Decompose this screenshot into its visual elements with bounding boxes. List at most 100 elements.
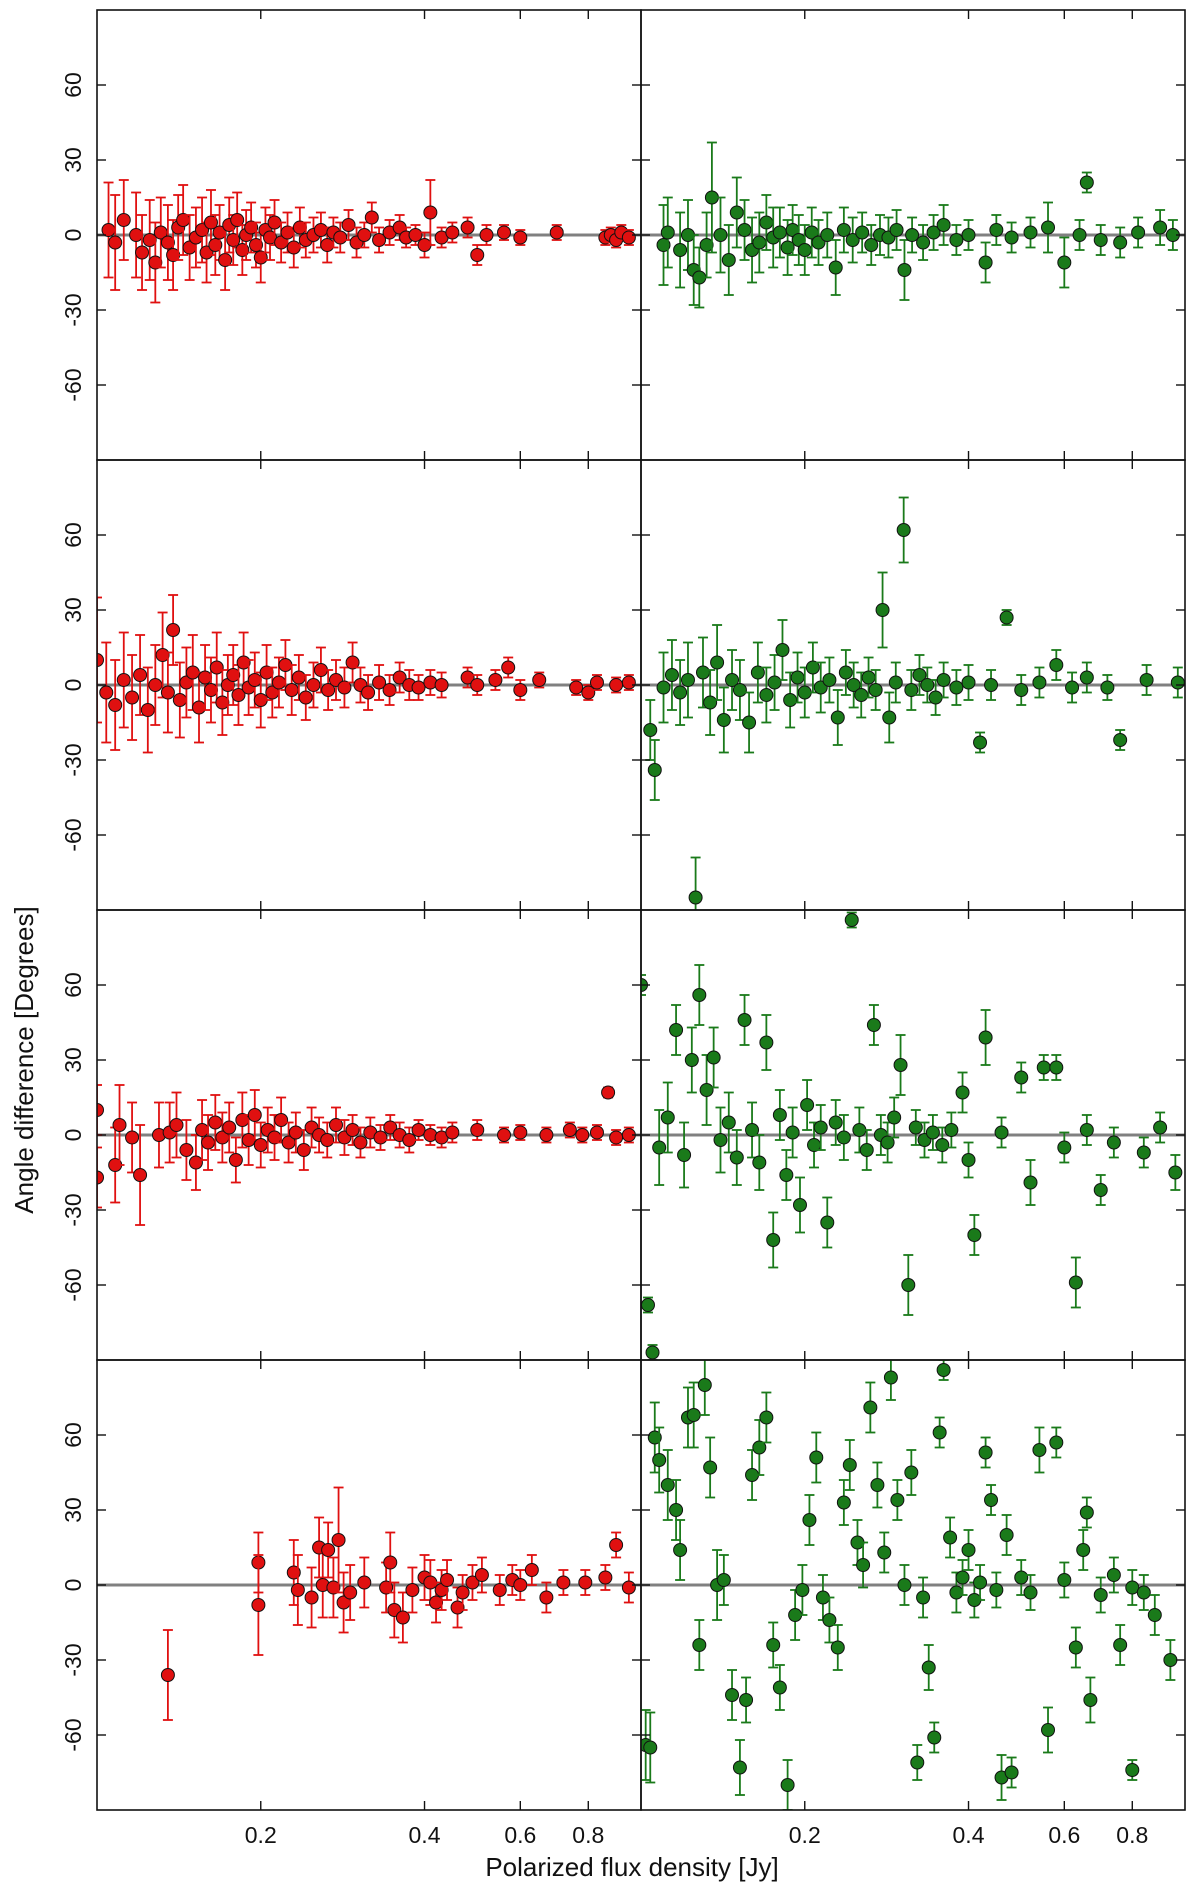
data-point <box>870 1478 885 1492</box>
data-point <box>465 1575 480 1590</box>
data-point <box>1004 1765 1019 1780</box>
data-point <box>513 683 528 697</box>
data-point <box>863 1400 878 1415</box>
data-point <box>732 1760 747 1775</box>
data-point <box>160 685 175 700</box>
data-point <box>978 1445 993 1460</box>
data-point <box>539 1128 554 1142</box>
data-point <box>828 260 843 275</box>
data-point <box>589 675 604 690</box>
data-point <box>188 1155 203 1170</box>
data-point <box>797 243 812 257</box>
data-point <box>97 1103 104 1117</box>
y-tick-label: 60 <box>60 522 86 548</box>
data-point <box>1068 1640 1083 1655</box>
data-point <box>251 1598 266 1612</box>
data-point <box>868 683 883 697</box>
data-point <box>1125 1763 1140 1777</box>
y-tick-label: 30 <box>60 1047 86 1073</box>
y-tick-label: -30 <box>60 1643 86 1676</box>
data-point <box>1049 1435 1064 1450</box>
data-point <box>855 225 870 240</box>
data-point <box>479 228 494 242</box>
data-point <box>423 1128 438 1142</box>
data-point <box>973 735 988 750</box>
data-point <box>721 1115 736 1130</box>
data-point <box>142 233 157 247</box>
data-point <box>589 1125 604 1140</box>
data-point <box>1163 1653 1178 1667</box>
data-point <box>978 1030 993 1045</box>
data-point <box>673 1543 688 1557</box>
data-point <box>766 1638 781 1652</box>
data-point <box>1100 680 1115 695</box>
data-point <box>669 1503 684 1517</box>
x-tick-label: 0.8 <box>1116 1822 1148 1848</box>
data-point <box>699 1083 714 1097</box>
data-point <box>172 693 187 707</box>
data-point <box>779 1168 794 1182</box>
y-tick-label: 30 <box>60 1497 86 1523</box>
data-point <box>1041 1723 1056 1737</box>
data-point <box>844 913 859 927</box>
data-point <box>1057 1573 1072 1587</box>
data-point <box>1131 225 1146 240</box>
data-point <box>97 653 104 667</box>
data-point <box>1014 1570 1029 1585</box>
data-point <box>680 673 695 687</box>
data-point <box>710 655 725 670</box>
data-point <box>916 235 931 250</box>
data-point <box>721 253 736 267</box>
data-point <box>1113 1638 1128 1652</box>
data-point <box>140 703 155 717</box>
data-point <box>411 680 426 695</box>
data-point <box>133 668 148 682</box>
data-point <box>875 603 890 617</box>
data-point <box>497 1128 512 1142</box>
data-point <box>1057 255 1072 270</box>
error-bar <box>97 596 102 724</box>
data-point <box>248 238 263 252</box>
data-point <box>783 693 798 707</box>
data-point <box>460 670 475 685</box>
data-point <box>699 238 714 252</box>
data-point <box>973 1575 988 1590</box>
data-point <box>660 1478 675 1492</box>
data-point <box>304 1590 319 1605</box>
data-point <box>842 1458 857 1472</box>
data-point <box>703 1460 718 1475</box>
data-point <box>961 1153 976 1167</box>
data-point <box>916 1590 931 1605</box>
data-point <box>925 1125 940 1140</box>
data-point <box>759 1410 774 1425</box>
data-point <box>296 1143 311 1157</box>
data-point <box>830 1640 845 1655</box>
data-point <box>677 1148 692 1162</box>
data-point <box>660 225 675 240</box>
data-point <box>836 223 851 237</box>
data-point <box>949 1585 964 1600</box>
data-point <box>383 1555 398 1570</box>
data-point <box>488 673 503 687</box>
data-point <box>775 643 790 657</box>
data-point <box>910 1755 925 1770</box>
data-point <box>800 1098 815 1112</box>
data-point <box>877 1545 892 1560</box>
x-tick-label: 0.2 <box>245 1822 277 1848</box>
data-point <box>209 660 224 675</box>
data-point <box>795 1583 810 1597</box>
data-point <box>999 1528 1014 1542</box>
data-points <box>160 1486 636 1721</box>
data-point <box>926 225 941 240</box>
data-point <box>513 230 528 245</box>
data-point <box>601 1085 616 1100</box>
data-point <box>201 1135 216 1150</box>
data-point <box>129 228 144 242</box>
data-point <box>321 1543 336 1557</box>
data-point <box>880 1135 895 1150</box>
data-point <box>897 1578 912 1592</box>
data-point <box>896 523 911 537</box>
data-point <box>656 680 671 695</box>
data-point <box>203 683 218 697</box>
data-point <box>936 1363 951 1377</box>
